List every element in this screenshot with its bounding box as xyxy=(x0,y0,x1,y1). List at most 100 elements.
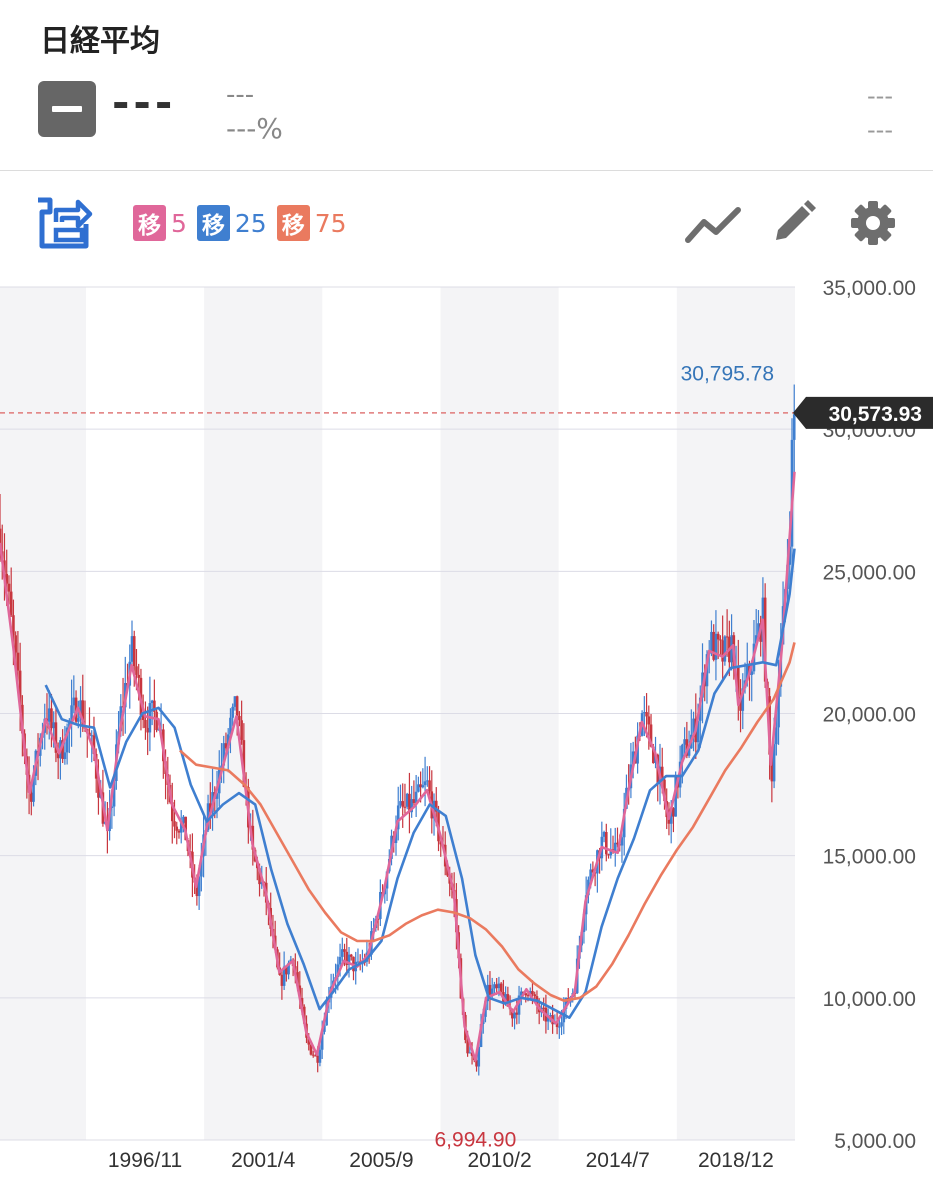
candle-body xyxy=(170,802,174,822)
candle-body xyxy=(421,785,425,788)
candle-body xyxy=(723,636,727,662)
candle-body xyxy=(356,961,360,963)
candle-body xyxy=(631,751,635,765)
candle-body xyxy=(663,779,666,802)
price-chart[interactable]: 35,000.0030,000.0025,000.0020,000.0015,0… xyxy=(0,270,933,1200)
candle-body xyxy=(531,991,534,995)
candle-body xyxy=(63,752,67,759)
candle-body xyxy=(341,949,344,957)
candle-body xyxy=(519,991,523,996)
candle-body xyxy=(613,842,617,852)
candle-body xyxy=(347,954,351,965)
y-tick-label: 20,000.00 xyxy=(823,704,916,727)
ma5-badge[interactable]: 移 5 xyxy=(133,205,187,241)
current-price-label: 30,573.93 xyxy=(829,403,922,426)
candle-body xyxy=(674,776,677,817)
candle-body xyxy=(16,652,20,671)
candle-body xyxy=(396,805,400,830)
candle-body xyxy=(542,1007,545,1009)
y-tick-label: 15,000.00 xyxy=(823,846,916,869)
candle-body xyxy=(206,803,210,831)
candle-body xyxy=(226,734,230,749)
candle-body xyxy=(560,1022,563,1027)
candle-body xyxy=(287,962,290,975)
candle-body xyxy=(696,720,700,743)
candle-body xyxy=(197,876,201,897)
candle-body xyxy=(710,631,713,653)
candle-body xyxy=(235,696,239,716)
candle-body xyxy=(240,720,243,741)
x-tick-label: 1996/11 xyxy=(108,1149,182,1172)
price-value: --- xyxy=(112,78,177,127)
candle-body xyxy=(667,817,671,824)
candle-body xyxy=(231,706,234,718)
candle-body xyxy=(77,718,80,722)
ma25-badge[interactable]: 移 25 xyxy=(196,205,267,241)
candle-body xyxy=(687,748,691,756)
candle-body xyxy=(495,984,498,989)
candle-body xyxy=(137,674,141,678)
candle-body xyxy=(792,414,796,440)
candle-body xyxy=(564,998,568,1009)
candle-body xyxy=(12,615,15,636)
candle-body xyxy=(3,560,6,574)
candle-body xyxy=(173,821,176,827)
candle-body xyxy=(153,700,156,712)
pencil-icon[interactable] xyxy=(770,200,816,246)
candle-body xyxy=(479,1024,483,1047)
candle-body xyxy=(488,984,492,997)
x-tick-label: 2010/2 xyxy=(467,1149,531,1172)
candle-body xyxy=(233,696,237,707)
candle-body xyxy=(417,784,420,792)
candle-body xyxy=(394,829,398,844)
current-price-tag xyxy=(793,396,933,429)
candle-body xyxy=(68,721,71,728)
candle-body xyxy=(434,800,438,812)
candle-body xyxy=(215,793,219,799)
candle-body xyxy=(14,635,17,653)
gear-icon[interactable] xyxy=(850,200,896,246)
candle-body xyxy=(175,826,179,831)
candle-body xyxy=(401,801,405,807)
candle-body xyxy=(155,711,158,731)
candle-body xyxy=(242,740,246,787)
candle-body xyxy=(669,808,673,824)
candle-body xyxy=(52,722,55,729)
candle-body xyxy=(307,1037,311,1045)
candle-body xyxy=(712,631,715,660)
candle-body xyxy=(602,832,606,837)
candle-body xyxy=(345,951,349,965)
candle-body xyxy=(772,744,776,782)
right-value-top: --- xyxy=(867,82,893,110)
candle-body xyxy=(493,984,496,989)
right-value-bottom: --- xyxy=(867,116,893,144)
y-tick-label: 5,000.00 xyxy=(834,1130,916,1153)
trend-line-icon[interactable] xyxy=(684,202,742,246)
candle-body xyxy=(110,806,114,808)
candle-body xyxy=(316,1055,319,1063)
candle-body xyxy=(506,994,510,1007)
candle-body xyxy=(546,1015,550,1022)
candle-body xyxy=(616,842,619,845)
candle-body xyxy=(18,670,22,705)
candle-body xyxy=(222,743,226,766)
candle-body xyxy=(533,994,537,997)
candle-body xyxy=(524,993,528,996)
candle-body xyxy=(7,583,11,592)
candle-body xyxy=(177,830,181,833)
candle-body xyxy=(79,700,82,719)
candle-body xyxy=(419,784,422,788)
candle-body xyxy=(754,635,758,644)
candle-body xyxy=(258,868,261,885)
ma75-badge[interactable]: 移 75 xyxy=(276,205,347,241)
minus-icon[interactable] xyxy=(38,81,96,137)
candle-body xyxy=(620,837,624,846)
chart-switch-icon[interactable] xyxy=(34,196,94,252)
candle-body xyxy=(517,995,521,1015)
candle-body xyxy=(318,1049,322,1063)
candle-body xyxy=(777,686,780,728)
candle-body xyxy=(112,780,116,807)
candle-body xyxy=(788,546,792,565)
candle-body xyxy=(651,746,655,763)
candle-body xyxy=(490,988,494,997)
